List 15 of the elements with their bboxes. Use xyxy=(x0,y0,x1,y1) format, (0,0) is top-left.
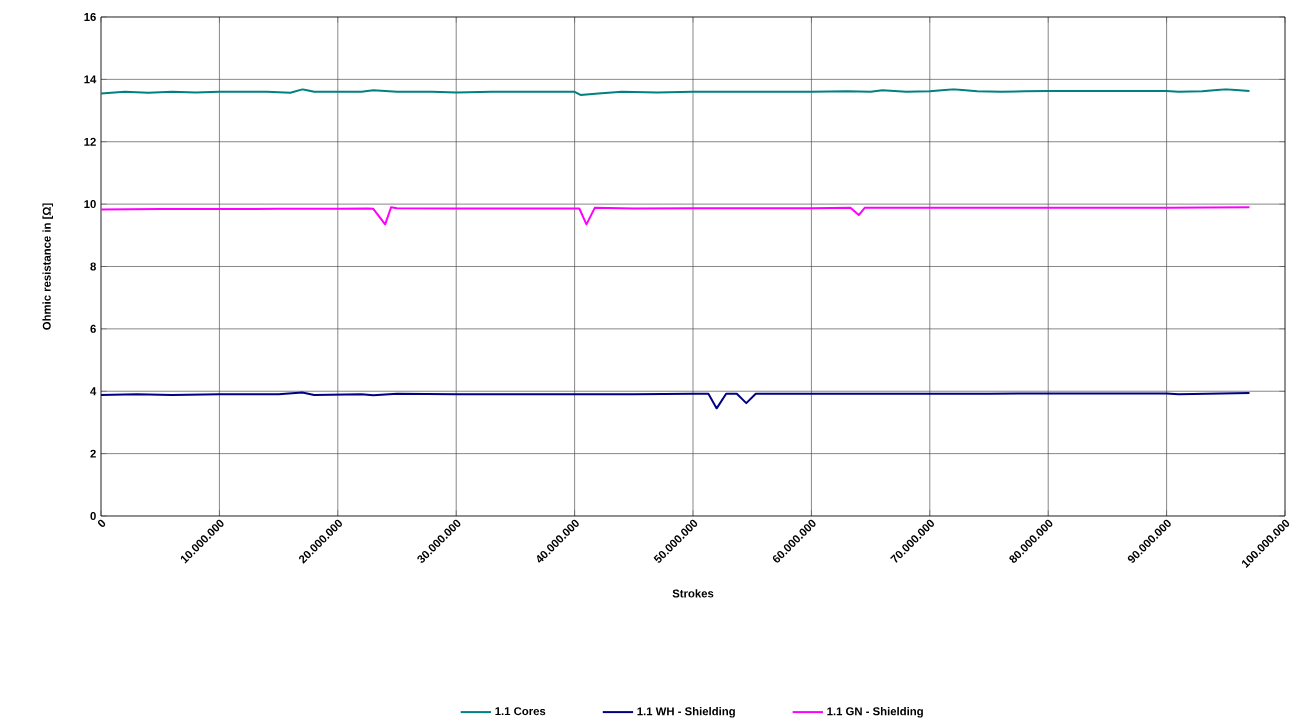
legend-label: 1.1 GN - Shielding xyxy=(827,706,923,718)
y-tick-label: 0 xyxy=(90,511,96,520)
legend-label: 1.1 Cores xyxy=(495,707,546,716)
y-tick-label: 4 xyxy=(90,387,97,396)
x-axis-title: Strokes xyxy=(672,589,714,598)
y-tick-label: 8 xyxy=(90,262,96,271)
y-tick-label: 2 xyxy=(90,449,96,458)
y-tick-label: 6 xyxy=(90,324,96,333)
legend-label: 1.1 WH - Shielding xyxy=(637,706,735,718)
y-tick-label: 14 xyxy=(84,75,97,84)
x-tick-label: 0 xyxy=(97,519,106,527)
y-axis-title: Ohmic resistance in [Ω] xyxy=(42,203,54,330)
y-tick-label: 16 xyxy=(84,12,96,21)
y-tick-label: 12 xyxy=(84,137,96,146)
y-tick-label: 10 xyxy=(84,200,96,209)
